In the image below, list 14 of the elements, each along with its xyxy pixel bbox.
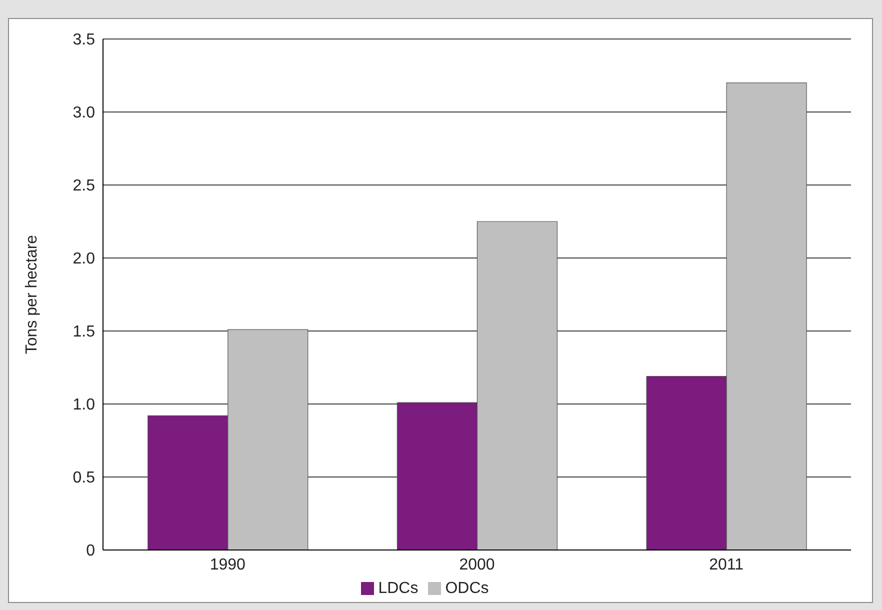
y-tick-label: 3.0 xyxy=(72,104,96,122)
y-tick-label: 1.0 xyxy=(72,396,96,414)
y-tick-label: 0.5 xyxy=(72,470,96,487)
y-tick-label: 1.5 xyxy=(72,324,96,341)
legend-label: LDCs xyxy=(378,580,418,597)
y-tick-label: 2.5 xyxy=(72,178,96,195)
x-tick-label: 2000 xyxy=(459,556,495,574)
y-axis-title: Tons per hectare xyxy=(24,234,41,354)
legend-label: ODCs xyxy=(445,580,489,597)
x-tick-label: 2011 xyxy=(709,556,744,574)
x-tick-label: 1990 xyxy=(210,556,246,574)
y-tick-label: 0 xyxy=(86,542,96,560)
y-tick-label: 2.0 xyxy=(72,250,96,268)
y-tick-label: 3.5 xyxy=(72,32,96,49)
